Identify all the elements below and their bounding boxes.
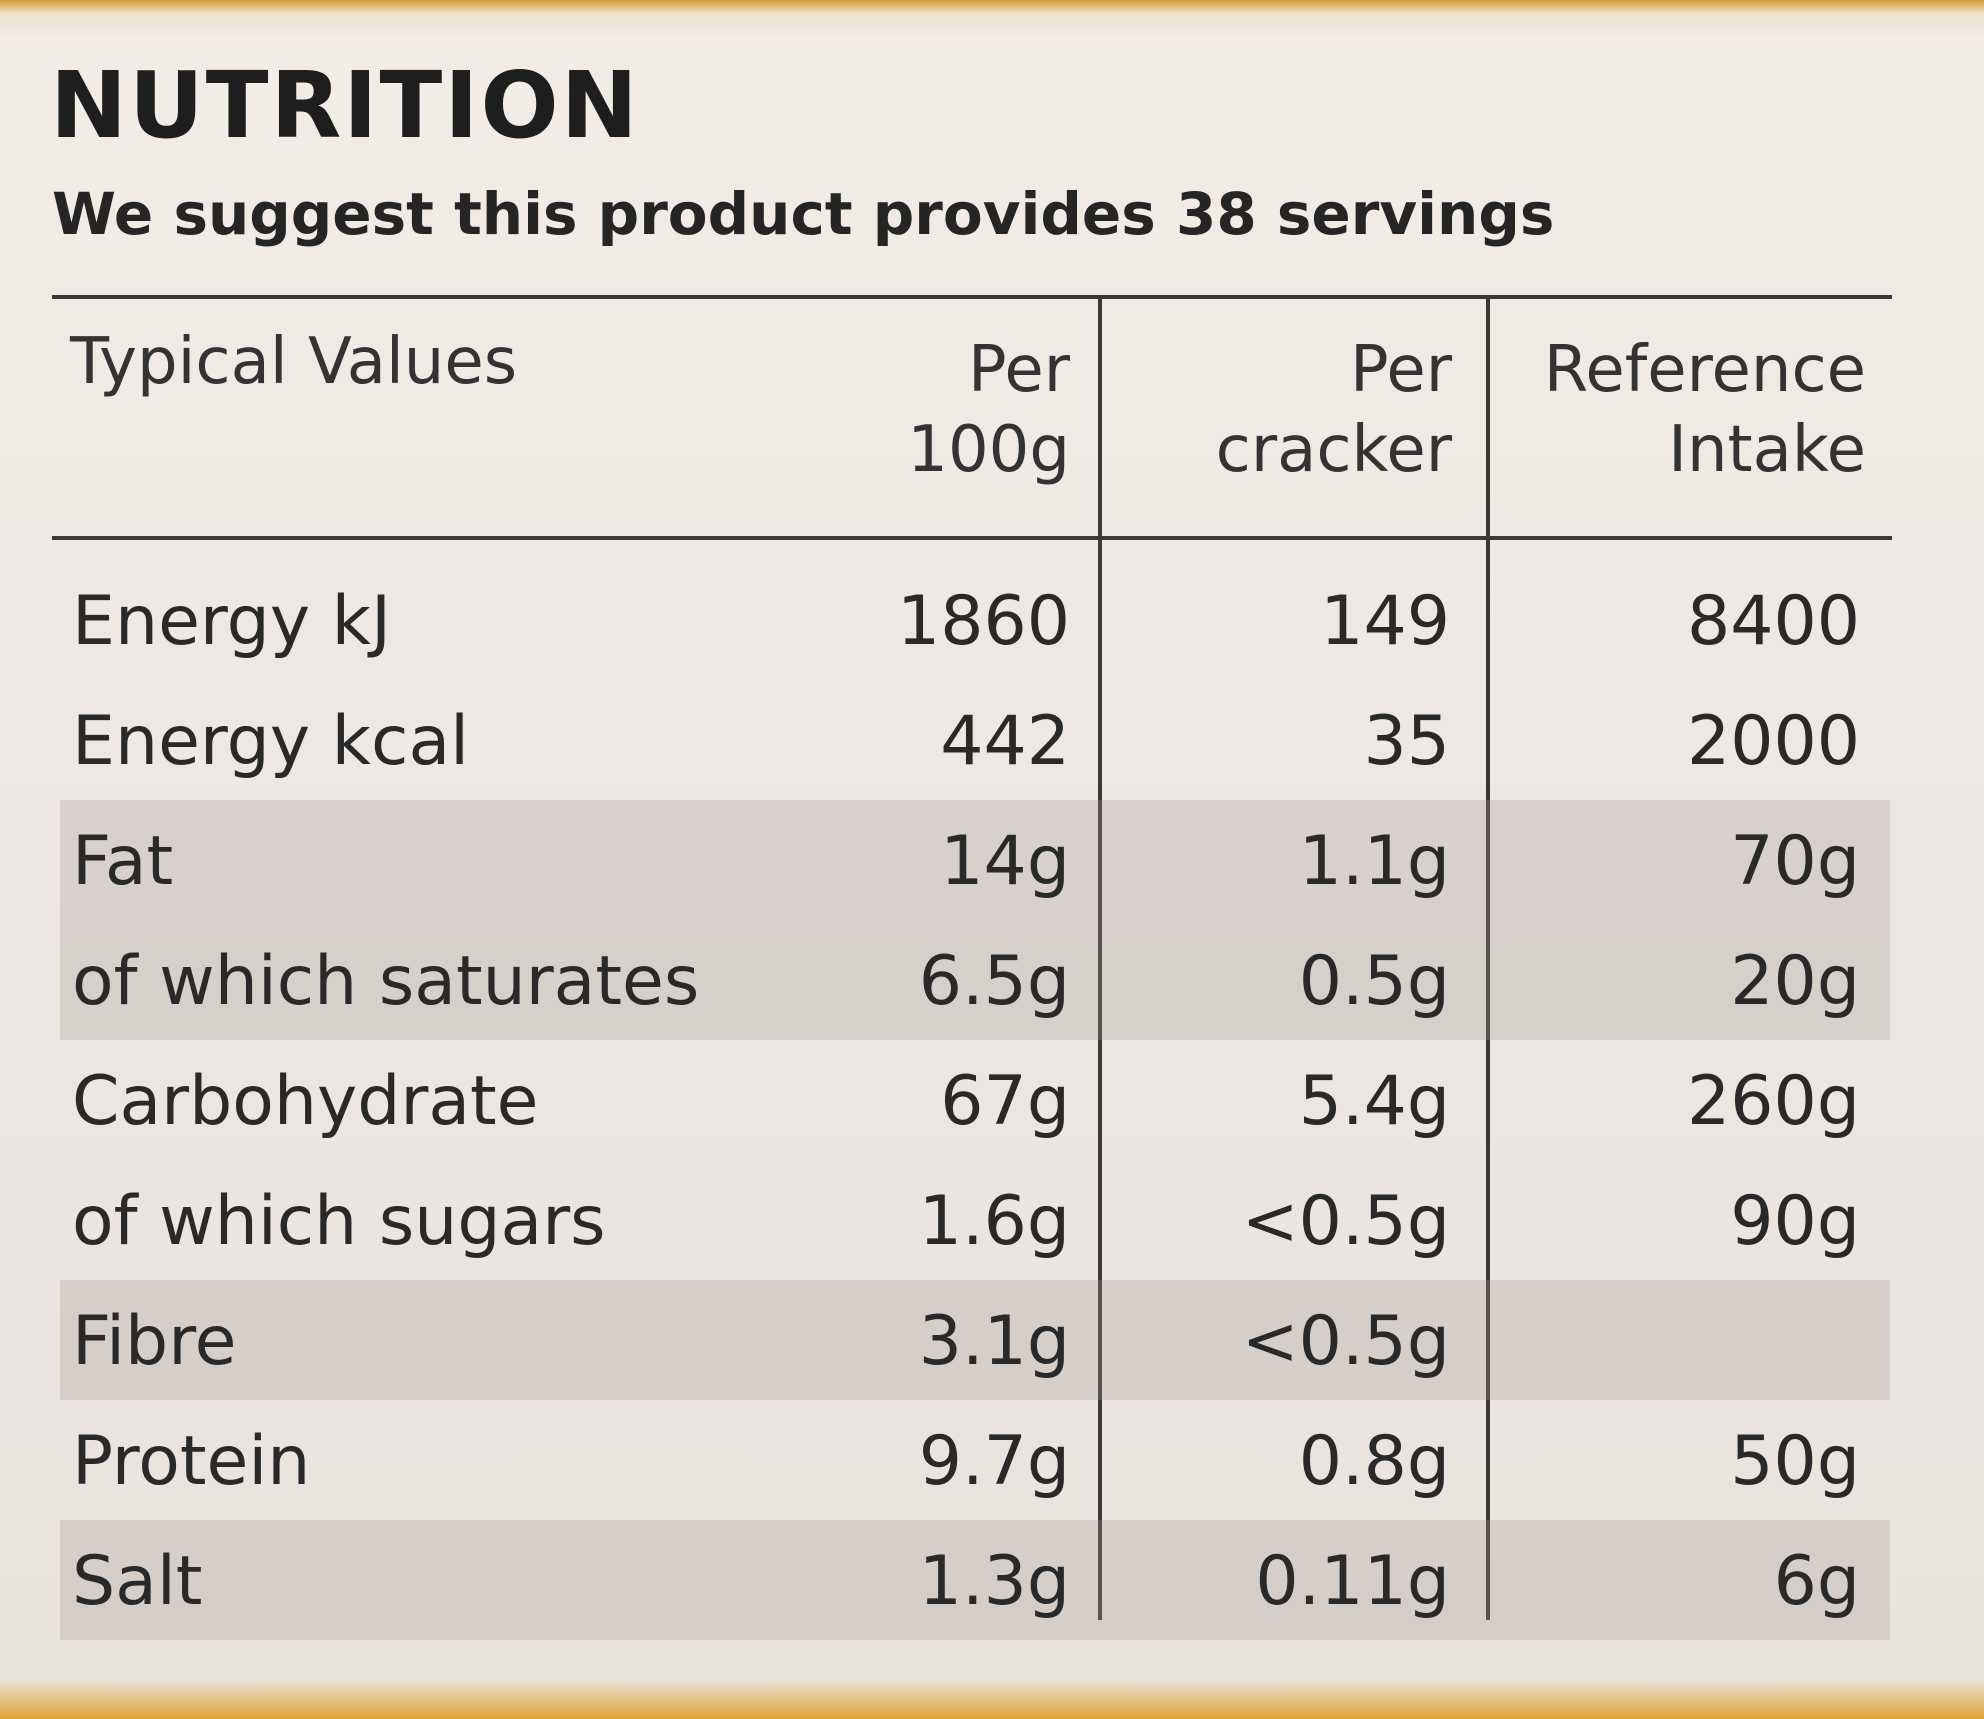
per-100g-value: 1860 (896, 582, 1070, 661)
per-100g-value: 442 (940, 702, 1070, 781)
header-line: 100g (907, 413, 1070, 487)
column-divider (1486, 295, 1490, 1620)
nutrient-label: Energy kcal (72, 702, 470, 781)
per-cracker-value: 35 (1363, 702, 1450, 781)
header-per-cracker: Per cracker (1216, 330, 1452, 490)
per-100g-value: 14g (940, 822, 1070, 901)
reference-intake-value: 8400 (1686, 582, 1860, 661)
per-100g-value: 67g (940, 1062, 1070, 1141)
reference-intake-value: 6g (1773, 1542, 1860, 1621)
nutrient-label: Fat (72, 822, 174, 901)
table-row: Protein 9.7g 0.8g 50g (60, 1400, 1890, 1520)
reference-intake-value: 20g (1730, 942, 1860, 1021)
table-row: Fibre 3.1g <0.5g (60, 1280, 1890, 1400)
header-line: Intake (1668, 413, 1866, 487)
header-line: Reference (1543, 333, 1866, 407)
per-100g-value: 9.7g (918, 1422, 1070, 1501)
per-cracker-value: 1.1g (1298, 822, 1450, 901)
reference-intake-value: 50g (1730, 1422, 1860, 1501)
per-cracker-value: 5.4g (1298, 1062, 1450, 1141)
header-line: Per (968, 333, 1070, 407)
table-row: Energy kJ 1860 149 8400 (60, 560, 1890, 680)
reference-intake-value: 260g (1687, 1062, 1860, 1141)
table-row: Salt 1.3g 0.11g 6g (60, 1520, 1890, 1640)
header-line: cracker (1215, 413, 1452, 487)
table-row: Energy kcal 442 35 2000 (60, 680, 1890, 800)
per-100g-value: 1.3g (918, 1542, 1070, 1621)
header-line: Per (1350, 333, 1452, 407)
per-cracker-value: <0.5g (1241, 1302, 1450, 1381)
per-cracker-value: 0.8g (1298, 1422, 1450, 1501)
per-100g-value: 3.1g (918, 1302, 1070, 1381)
header-rule (52, 536, 1892, 540)
servings-subtitle: We suggest this product provides 38 serv… (52, 180, 1555, 248)
reference-intake-value: 2000 (1686, 702, 1860, 781)
per-cracker-value: <0.5g (1241, 1182, 1450, 1261)
reference-intake-value: 90g (1730, 1182, 1860, 1261)
reference-intake-value: 70g (1730, 822, 1860, 901)
table-row: Carbohydrate 67g 5.4g 260g (60, 1040, 1890, 1160)
header-per-100g: Per 100g (907, 330, 1070, 490)
nutrient-label: of which saturates (72, 942, 700, 1021)
nutrient-label: Energy kJ (72, 582, 392, 661)
per-100g-value: 1.6g (918, 1182, 1070, 1261)
per-cracker-value: 0.5g (1298, 942, 1450, 1021)
nutrient-label: Fibre (72, 1302, 237, 1381)
per-cracker-value: 149 (1320, 582, 1450, 661)
nutrient-label: Carbohydrate (72, 1062, 539, 1141)
table-row: Fat 14g 1.1g 70g (60, 800, 1890, 920)
nutrient-label: of which sugars (72, 1182, 606, 1261)
column-divider (1098, 295, 1102, 1620)
nutrition-title: NUTRITION (50, 52, 640, 159)
table-row: of which saturates 6.5g 0.5g 20g (60, 920, 1890, 1040)
table-row: of which sugars 1.6g <0.5g 90g (60, 1160, 1890, 1280)
per-100g-value: 6.5g (918, 942, 1070, 1021)
nutrient-label: Salt (72, 1542, 203, 1621)
top-rule (52, 295, 1892, 299)
per-cracker-value: 0.11g (1255, 1542, 1450, 1621)
header-reference-intake: Reference Intake (1544, 330, 1866, 490)
nutrient-label: Protein (72, 1422, 311, 1501)
header-typical-values: Typical Values (70, 325, 518, 399)
